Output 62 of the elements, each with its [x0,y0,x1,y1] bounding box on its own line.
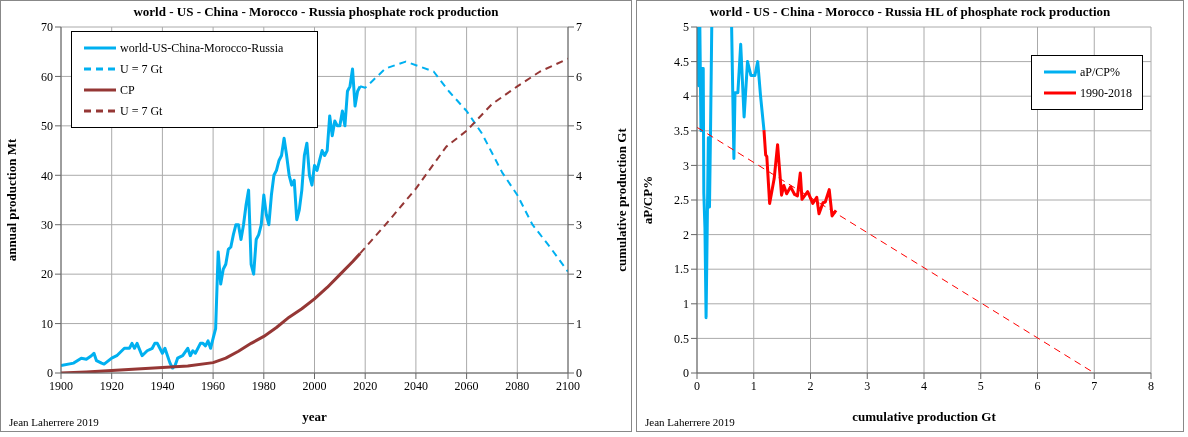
x-tick-label: 5 [977,378,984,393]
y2-tick-label: 7 [576,20,582,35]
y-tick-label: 3 [683,158,689,173]
x-tick-label: 2020 [353,378,378,393]
y-tick-label: 0 [47,366,53,381]
y2-tick-label: 6 [576,69,582,84]
x-tick-label: 0 [694,378,700,393]
y-tick-label: 1 [683,297,689,312]
x-tick-label: 1900 [49,378,73,393]
y-tick-label: 60 [41,69,53,84]
y-tick-label: 40 [41,168,53,183]
y-axis-title: aP/CP% [639,175,655,225]
legend-label: CP [120,82,135,98]
x-tick-label: 2040 [403,378,428,393]
x-tick-label: 2 [807,378,814,393]
y-axis-title: annual production Mt [3,138,19,262]
x-tick-label: 2060 [454,378,479,393]
y2-tick-label: 5 [576,119,582,134]
y-tick-label: 3.5 [674,124,689,139]
x-tick-label: 4 [921,378,927,393]
y2-tick-label: 4 [576,168,582,183]
x-tick-label: 1980 [251,378,276,393]
y-tick-label: 2 [683,227,689,242]
x-tick-label: 2080 [505,378,530,393]
x-tick-label: 8 [1148,378,1154,393]
y2-tick-label: 1 [576,316,582,331]
x-axis-title: year [302,409,327,424]
y-tick-label: 70 [41,20,53,35]
y-tick-label: 5 [683,20,689,35]
y-tick-label: 1.5 [674,262,689,277]
y-tick-label: 4.5 [674,54,689,69]
x-tick-label: 7 [1091,378,1098,393]
y-tick-label: 20 [41,267,53,282]
y-tick-label: 4 [683,89,689,104]
x-tick-label: 2100 [556,378,580,393]
legend-label: 1990-2018 [1080,85,1132,101]
legend-label: aP/CP% [1080,64,1121,80]
y-tick-label: 2.5 [674,193,689,208]
chart-title: world - US - China - Morocco - Russia HL of phosphate rock production [709,4,1111,19]
x-tick-label: 1960 [201,378,226,393]
x-tick-label: 1920 [99,378,124,393]
chart-title: world - US - China - Morocco - Russia phosphate rock production [133,4,499,19]
x-tick-label: 1940 [150,378,175,393]
text: Jean Laherrere 2019 [9,416,99,428]
y-tick-label: 10 [41,316,53,331]
x-tick-label: 6 [1034,378,1041,393]
x-tick-label: 3 [864,378,871,393]
y2-tick-label: 0 [576,366,582,381]
y2-tick-label: 3 [576,217,582,232]
y2-tick-label: 2 [576,267,582,282]
y-tick-label: 0 [683,366,689,381]
x-axis-title: cumulative production Gt [852,409,997,424]
y-tick-label: 0.5 [674,331,689,346]
y-tick-label: 30 [41,217,53,232]
y2-axis-title: cumulative production Gt [613,127,629,272]
y-tick-label: 50 [41,119,53,134]
x-tick-label: 1 [750,378,757,393]
legend-label: U = 7 Gt [120,61,163,77]
legend-label: world-US-China-Morocco-Russia [120,40,284,56]
x-tick-label: 2000 [302,378,327,393]
legend-label: U = 7 Gt [120,103,163,119]
text: Jean Laherrere 2019 [645,416,735,428]
